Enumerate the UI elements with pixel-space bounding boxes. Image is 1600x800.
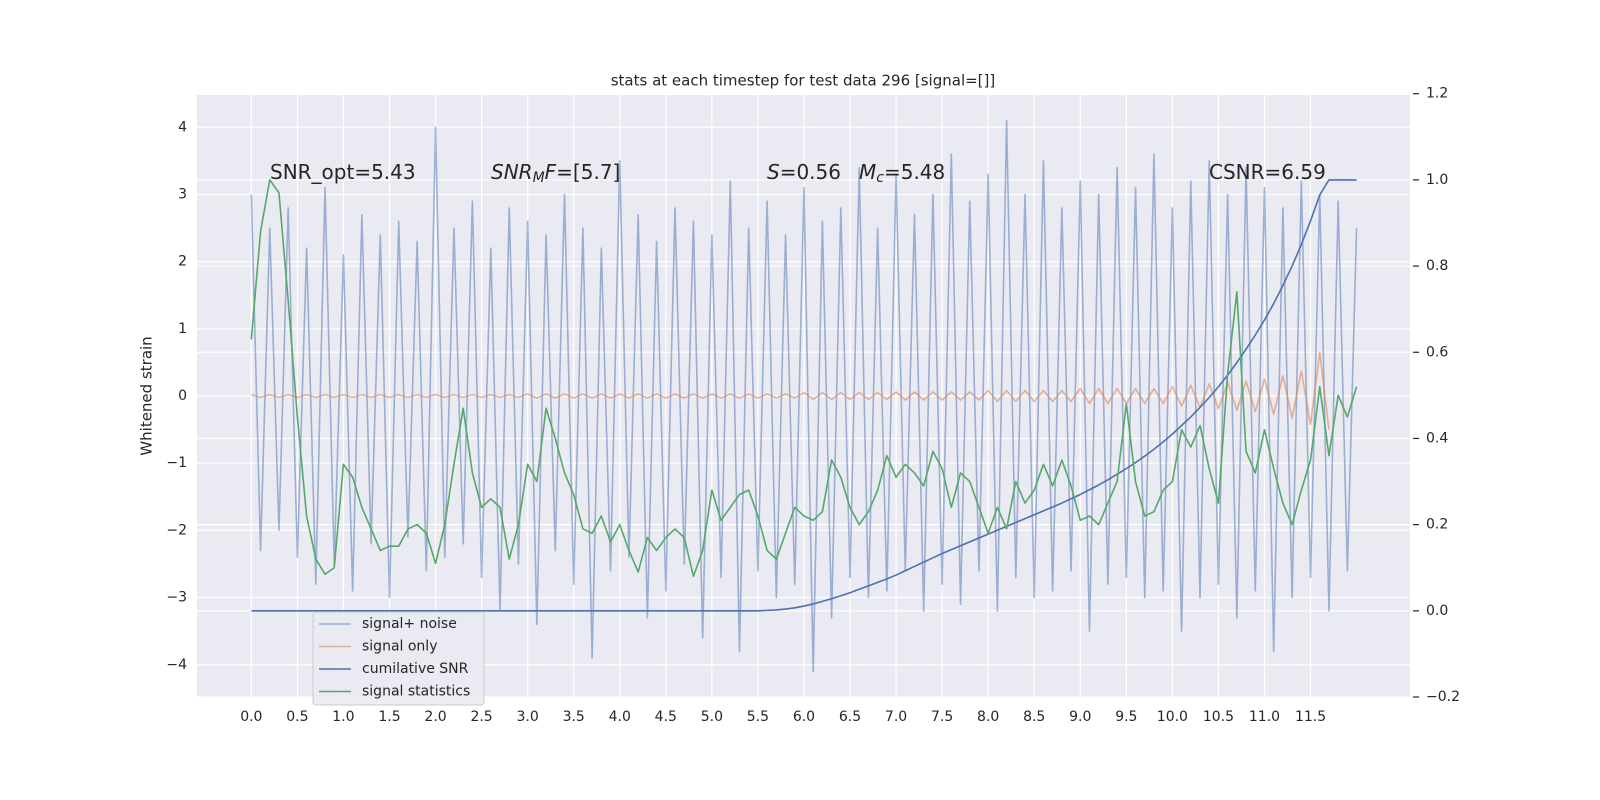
x-tick-label: 1.5 (378, 709, 400, 725)
x-tick-label: 3.5 (563, 709, 585, 725)
x-tick-label: 10.0 (1157, 709, 1188, 725)
annotation-part: =[5.7] (556, 160, 620, 184)
legend-label: signal+ noise (362, 616, 457, 632)
x-tick-label: 8.5 (1023, 709, 1045, 725)
x-tick-label: 11.5 (1295, 709, 1326, 725)
y-tick-label: −4 (166, 657, 187, 673)
y2-tick-label: 1.0 (1426, 172, 1448, 188)
legend-label: signal statistics (362, 684, 470, 700)
chart-title: stats at each timestep for test data 296… (611, 72, 996, 90)
x-tick-label: 6.5 (839, 709, 861, 725)
x-tick-label: 7.5 (931, 709, 953, 725)
y2-tick-label: 1.2 (1426, 86, 1448, 102)
y-tick-label: −1 (166, 455, 187, 471)
legend-label: cumilative SNR (362, 661, 469, 677)
x-tick-label: 1.0 (332, 709, 354, 725)
legend-label: signal only (362, 639, 437, 655)
y2-tick-label: 0.0 (1426, 603, 1448, 619)
x-tick-label: 4.5 (655, 709, 677, 725)
x-tick-label: 2.0 (424, 709, 446, 725)
legend-box (312, 611, 485, 706)
annotation-part: SNR_opt=5.43 (270, 160, 416, 184)
y2-tick-label: 0.6 (1426, 344, 1448, 360)
y-tick-label: 3 (178, 186, 187, 202)
x-tick-label: 0.5 (286, 709, 308, 725)
annotation-part: c (876, 170, 884, 186)
annotation-part: F (545, 160, 557, 184)
annotation: CSNR=6.59 (1209, 160, 1326, 184)
x-tick-label: 5.0 (701, 709, 723, 725)
x-tick-label: 9.5 (1115, 709, 1137, 725)
series-line (251, 351, 1330, 430)
annotation-part: S (767, 160, 780, 184)
annotation-part: =5.48 (884, 160, 945, 184)
y-tick-label: 4 (178, 119, 187, 135)
y-tick-label: 2 (178, 254, 187, 270)
x-tick-label: 0.0 (240, 709, 262, 725)
series-line (250, 179, 1358, 578)
annotation: S=0.56 (767, 160, 841, 184)
y-tick-label: 0 (178, 388, 187, 404)
x-tick-label: 4.0 (609, 709, 631, 725)
series-line (250, 119, 1358, 673)
x-tick-label: 8.0 (977, 709, 999, 725)
y2-tick-label: 0.4 (1426, 430, 1448, 446)
x-tick-label: 5.5 (747, 709, 769, 725)
annotation: Mc=5.48 (859, 160, 945, 187)
x-tick-label: 10.5 (1203, 709, 1234, 725)
annotation-part: M (859, 160, 876, 184)
x-tick-label: 11.0 (1249, 709, 1280, 725)
annotation-part: =0.56 (780, 160, 841, 184)
x-tick-label: 7.0 (885, 709, 907, 725)
y-tick-label: −2 (166, 522, 187, 538)
annotation: SNRMF=[5.7] (491, 160, 620, 187)
x-tick-label: 2.5 (470, 709, 492, 725)
annotation-part: SNR (491, 160, 533, 184)
annotation-part: CSNR=6.59 (1209, 160, 1326, 184)
x-tick-label: 3.0 (517, 709, 539, 725)
series-line (251, 179, 1357, 612)
y2-tick-label: −0.2 (1426, 689, 1460, 705)
annotation-part: M (533, 170, 545, 186)
y-tick-label: −3 (166, 590, 187, 606)
y2-tick-label: 0.2 (1426, 517, 1448, 533)
y2-tick-label: 0.8 (1426, 258, 1448, 274)
y-axis-label: Whitened strain (138, 336, 156, 455)
x-tick-label: 6.0 (793, 709, 815, 725)
x-tick-label: 9.0 (1069, 709, 1091, 725)
y-tick-label: 1 (178, 321, 187, 337)
annotation: SNR_opt=5.43 (270, 160, 416, 184)
